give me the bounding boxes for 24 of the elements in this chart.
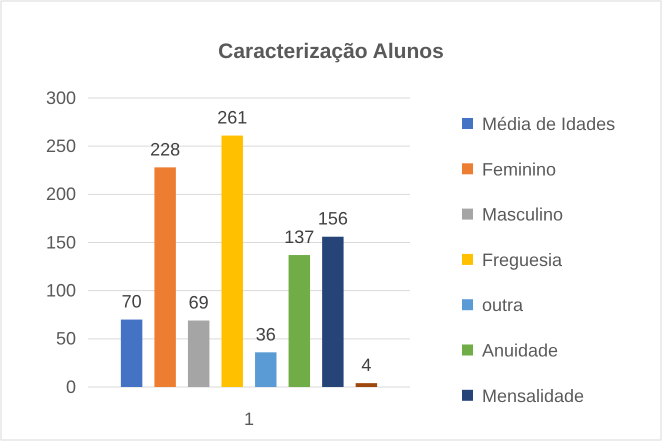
data-label: 70 [122, 292, 142, 312]
data-label: 69 [188, 292, 209, 313]
y-tick-label: 100 [46, 280, 76, 300]
y-tick-label: 300 [46, 88, 76, 108]
legend-label: Mensalidade [482, 386, 584, 406]
y-tick-label: 50 [56, 328, 76, 349]
data-label: 137 [284, 227, 314, 248]
data-label: 156 [318, 208, 348, 229]
data-label: 228 [150, 139, 180, 160]
chart-title: Caracterização Alunos [218, 40, 444, 63]
legend-label: Média de Idades [482, 114, 616, 134]
x-axis-title: 1 [244, 409, 254, 429]
data-label: 261 [217, 108, 248, 128]
y-tick-label: 0 [66, 376, 76, 397]
legend-label: Anuidade [482, 340, 558, 360]
y-tick-label: 250 [46, 136, 76, 156]
legend-label: Feminino [482, 159, 556, 180]
legend-label: Freguesia [482, 250, 564, 270]
legend-label: outra [482, 295, 524, 316]
y-tick-label: 150 [46, 232, 76, 252]
legend-label: Masculino [482, 204, 564, 225]
y-tick-label: 200 [46, 184, 76, 204]
data-label: 36 [256, 324, 276, 344]
data-label: 4 [361, 355, 372, 376]
